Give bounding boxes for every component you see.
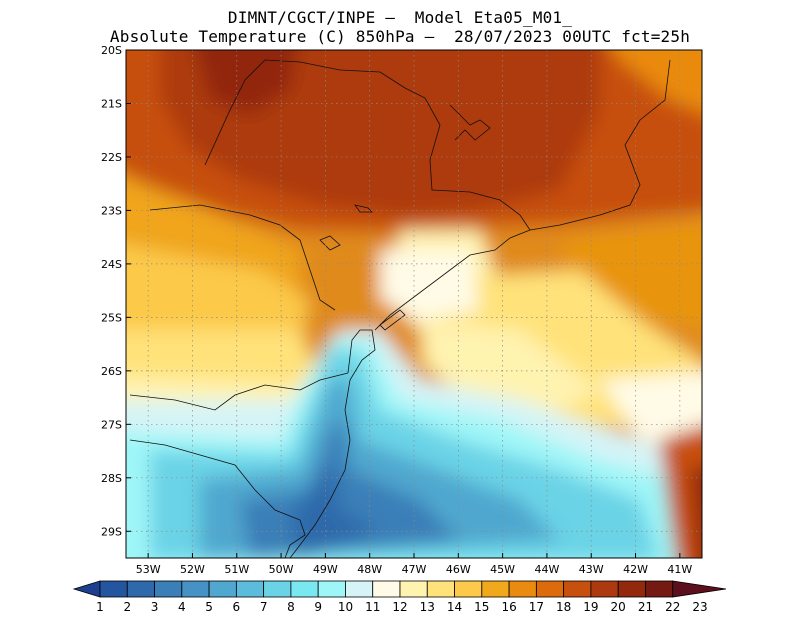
lake-3 (354, 204, 373, 213)
colorbar-swatch (372, 580, 401, 598)
colorbar-label: 15 (474, 600, 489, 614)
colorbar-swatch (645, 580, 674, 598)
lon-tick-label: 43W (579, 563, 604, 576)
lon-tick-label: 45W (490, 563, 515, 576)
colorbar-label: 2 (123, 600, 131, 614)
longitude-labels: 53W 52W 51W 50W 49W 48W 47W 46W 45W 44W 43W 42W 41W (136, 553, 692, 576)
colorbar: 1 2 3 4 5 6 7 8 9 10 11 12 13 14 15 16 17 18 19 20 21 22 23 (72, 580, 727, 614)
lon-tick-label: 42W (623, 563, 648, 576)
lake-2 (319, 235, 341, 251)
state-border-mg-rj (529, 59, 671, 231)
lat-tick-label: 27S (101, 418, 122, 431)
colorbar-swatch (345, 580, 374, 598)
lon-tick-label: 48W (357, 563, 382, 576)
lat-tick-label: 25S (101, 311, 122, 324)
colorbar-swatch (426, 580, 455, 598)
lon-tick-label: 41W (667, 563, 692, 576)
graticule (126, 50, 702, 558)
lat-tick-label: 22S (101, 151, 122, 164)
colorbar-label: 4 (178, 600, 186, 614)
lake-1 (449, 104, 491, 141)
state-border-ms-sp (204, 59, 441, 166)
lat-tick-label: 20S (101, 44, 122, 57)
colorbar-label: 13 (420, 600, 435, 614)
colorbar-label: 16 (501, 600, 516, 614)
colorbar-arrow-low (72, 580, 101, 598)
coast-rs (284, 534, 306, 558)
map-title-line-1: DIMNT/CGCT/INPE – Model Eta05_M01_ (227, 8, 573, 27)
colorbar-label: 6 (233, 600, 241, 614)
colorbar-label: 12 (392, 600, 407, 614)
lon-tick-label: 52W (180, 563, 205, 576)
colorbar-swatch (399, 580, 428, 598)
lake-4 (379, 309, 406, 331)
colorbar-label: 8 (287, 600, 295, 614)
colorbar-label: 23 (692, 600, 707, 614)
lon-tick-label: 53W (136, 563, 161, 576)
colorbar-label: 5 (205, 600, 213, 614)
lon-tick-label: 47W (402, 563, 427, 576)
colorbar-swatch (235, 580, 265, 598)
colorbar-label: 14 (447, 600, 462, 614)
coast-sp-pr (374, 229, 531, 331)
lat-tick-label: 24S (101, 258, 122, 271)
colorbar-label: 17 (529, 600, 544, 614)
colorbar-swatch (590, 580, 619, 598)
temperature-field (126, 50, 702, 558)
colorbar-swatch (535, 580, 565, 598)
colorbar-label: 11 (365, 600, 380, 614)
colorbar-swatch (454, 580, 483, 598)
colorbar-label: 9 (314, 600, 322, 614)
colorbar-swatch (154, 580, 183, 598)
lat-tick-label: 29S (101, 525, 122, 538)
colorbar-label: 1 (96, 600, 104, 614)
colorbar-label: 18 (556, 600, 571, 614)
colorbar-label: 20 (611, 600, 626, 614)
map-boundaries (129, 59, 671, 558)
colorbar-label: 7 (260, 600, 268, 614)
colorbar-swatch (126, 580, 155, 598)
border-sc-rs (129, 439, 306, 536)
colorbar-swatch (99, 580, 128, 598)
colorbar-swatch (317, 580, 346, 598)
lon-tick-label: 44W (534, 563, 559, 576)
colorbar-label: 19 (583, 600, 598, 614)
colorbar-swatch (508, 580, 537, 598)
lon-tick-label: 49W (313, 563, 338, 576)
colorbar-label: 3 (151, 600, 159, 614)
lon-tick-label: 46W (446, 563, 471, 576)
border-pr-sc (129, 372, 349, 411)
map-title-line-2: Absolute Temperature (C) 850hPa – 28/07/… (109, 27, 691, 46)
lat-tick-label: 28S (101, 472, 122, 485)
lon-tick-label: 51W (224, 563, 249, 576)
colorbar-label: 22 (665, 600, 680, 614)
colorbar-swatch (181, 580, 210, 598)
lat-tick-label: 26S (101, 365, 122, 378)
colorbar-swatch (481, 580, 510, 598)
colorbar-arrow-high (672, 580, 727, 598)
colorbar-label: 10 (338, 600, 353, 614)
border-ms-pr (149, 204, 336, 311)
colorbar-swatch (617, 580, 646, 598)
colorbar-swatch (263, 580, 292, 598)
lat-tick-label: 21S (101, 97, 122, 110)
lon-tick-label: 50W (269, 563, 294, 576)
coast-sc (289, 329, 376, 558)
colorbar-swatch (208, 580, 237, 598)
colorbar-label: 21 (638, 600, 653, 614)
state-border-sp-mg (429, 124, 531, 231)
latitude-labels: 20S 21S 22S 23S 24S 25S 26S 27S 28S 29S (101, 44, 131, 538)
colorbar-swatch (290, 580, 319, 598)
lat-tick-label: 23S (101, 204, 122, 217)
colorbar-swatch (563, 580, 592, 598)
